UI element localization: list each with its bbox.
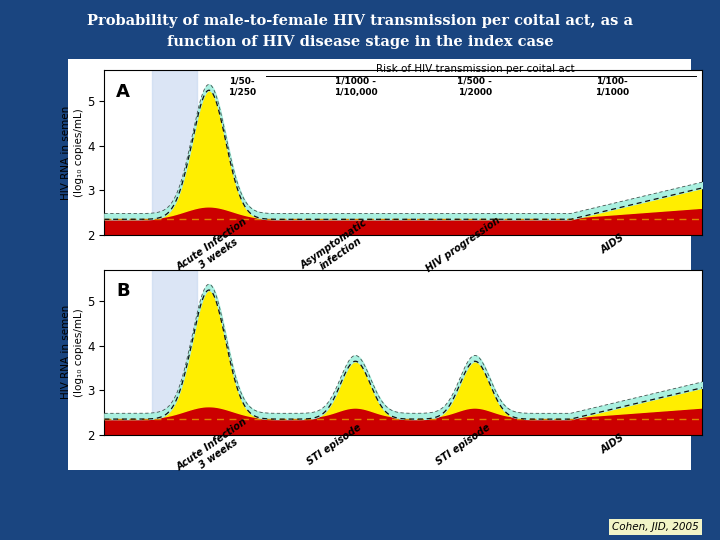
Bar — [152, 270, 197, 435]
Text: AIDS: AIDS — [598, 233, 626, 256]
Text: Cohen, JID, 2005: Cohen, JID, 2005 — [612, 522, 698, 532]
Text: Risk of HIV transmission per coital act: Risk of HIV transmission per coital act — [376, 64, 575, 74]
Text: Acute Infection
3 weeks: Acute Infection 3 weeks — [175, 217, 256, 282]
Text: 1/500 -
1/2000: 1/500 - 1/2000 — [457, 77, 492, 97]
Text: Acute Infection
3 weeks: Acute Infection 3 weeks — [175, 416, 256, 482]
Text: 1/100-
1/1000: 1/100- 1/1000 — [595, 77, 629, 97]
Text: HIV progression: HIV progression — [424, 215, 502, 274]
Text: function of HIV disease stage in the index case: function of HIV disease stage in the ind… — [167, 35, 553, 49]
Text: 1/1000 -
1/10,000: 1/1000 - 1/10,000 — [333, 77, 377, 97]
Text: STI episode: STI episode — [434, 422, 492, 467]
Text: AIDS: AIDS — [598, 433, 626, 456]
Text: A: A — [117, 83, 130, 100]
Y-axis label: HIV RNA in semen
(log₁₀ copies/mL): HIV RNA in semen (log₁₀ copies/mL) — [61, 305, 84, 400]
Bar — [152, 70, 197, 235]
Text: STI episode: STI episode — [305, 422, 364, 467]
Y-axis label: HIV RNA in semen
(log₁₀ copies/mL): HIV RNA in semen (log₁₀ copies/mL) — [61, 105, 84, 200]
Text: Probability of male-to-female HIV transmission per coital act, as a: Probability of male-to-female HIV transm… — [87, 14, 633, 28]
Text: Asymptomatic
infection: Asymptomatic infection — [300, 218, 376, 281]
Text: B: B — [117, 282, 130, 300]
Text: 1/50-
1/250: 1/50- 1/250 — [228, 77, 256, 97]
